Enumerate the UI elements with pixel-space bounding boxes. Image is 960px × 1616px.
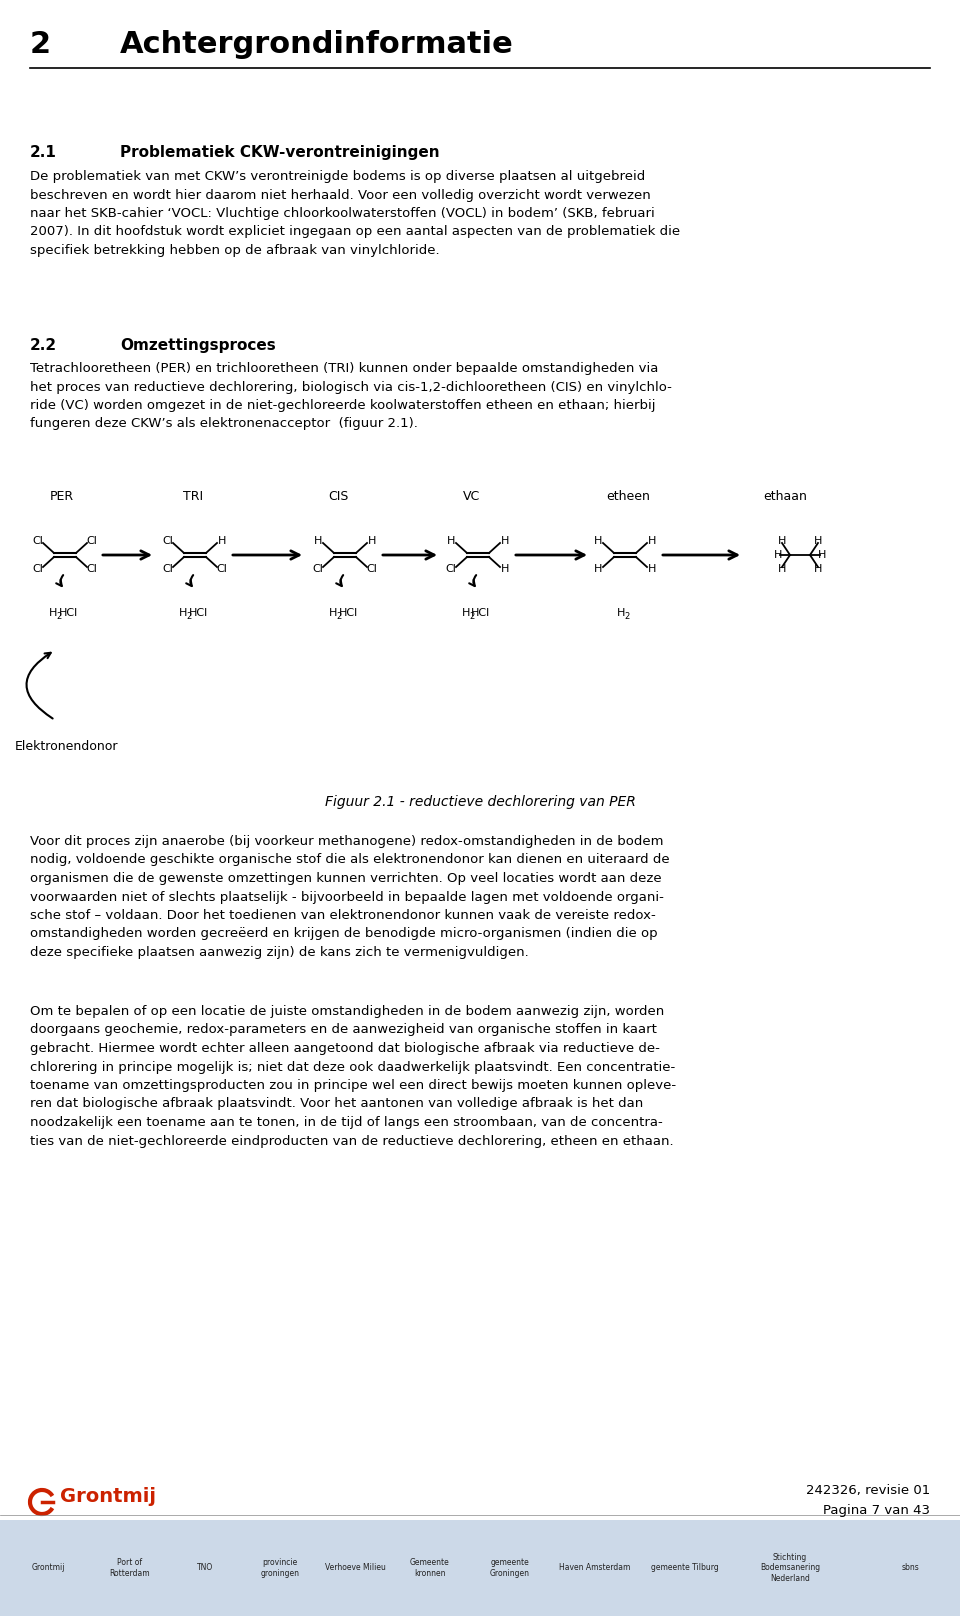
Text: Cl: Cl [86,537,97,546]
Text: provincie
groningen: provincie groningen [260,1558,300,1577]
Text: gemeente Tilburg: gemeente Tilburg [651,1564,719,1572]
Text: Voor dit proces zijn anaerobe (bij voorkeur methanogene) redox-omstandigheden in: Voor dit proces zijn anaerobe (bij voork… [30,835,670,958]
Text: Grontmij: Grontmij [32,1564,64,1572]
Text: TNO: TNO [197,1564,213,1572]
Text: 2: 2 [186,612,192,621]
Text: 2: 2 [57,612,61,621]
Text: HCl: HCl [59,608,78,617]
Text: 2: 2 [469,612,474,621]
Text: 2: 2 [30,31,51,60]
Text: H: H [179,608,187,617]
Text: Figuur 2.1 - reductieve dechlorering van PER: Figuur 2.1 - reductieve dechlorering van… [324,795,636,810]
Text: gemeente
Groningen: gemeente Groningen [490,1558,530,1577]
Text: sbns: sbns [901,1564,919,1572]
Text: Elektronendonor: Elektronendonor [15,740,118,753]
Text: 2: 2 [624,612,630,621]
Text: H: H [501,537,509,546]
Text: HCl: HCl [471,608,491,617]
Text: etheen: etheen [606,490,650,503]
Text: Cl: Cl [33,537,43,546]
Text: ethaan: ethaan [763,490,806,503]
Text: H: H [314,537,323,546]
Text: Cl: Cl [367,564,377,574]
Text: 2.1: 2.1 [30,145,57,160]
Text: Achtergrondinformatie: Achtergrondinformatie [120,31,514,60]
Text: Haven Amsterdam: Haven Amsterdam [560,1564,631,1572]
Text: De problematiek van met CKW’s verontreinigde bodems is op diverse plaatsen al ui: De problematiek van met CKW’s verontrein… [30,170,680,257]
Text: Cl: Cl [445,564,456,574]
Text: Cl: Cl [313,564,324,574]
Text: TRI: TRI [183,490,204,503]
Text: Pagina 7 van 43: Pagina 7 van 43 [823,1504,930,1517]
Text: PER: PER [50,490,74,503]
Text: Grontmij: Grontmij [60,1487,156,1506]
Text: H: H [818,549,827,561]
Text: Cl: Cl [86,564,97,574]
Text: HCl: HCl [188,608,207,617]
Text: H: H [49,608,58,617]
Text: H: H [778,537,786,546]
Text: Problematiek CKW-verontreinigingen: Problematiek CKW-verontreinigingen [120,145,440,160]
Text: H: H [594,537,602,546]
Text: H: H [814,537,822,546]
Text: VC: VC [463,490,480,503]
Text: Om te bepalen of op een locatie de juiste omstandigheden in de bodem aanwezig zi: Om te bepalen of op een locatie de juist… [30,1005,676,1147]
Text: Cl: Cl [33,564,43,574]
Text: 2: 2 [336,612,342,621]
Text: H: H [594,564,602,574]
Text: Stichting
Bodemsanering
Nederland: Stichting Bodemsanering Nederland [760,1553,820,1584]
Text: Gemeente
kronnen: Gemeente kronnen [410,1558,450,1577]
Text: CIS: CIS [328,490,348,503]
Text: Cl: Cl [217,564,228,574]
Text: H: H [218,537,227,546]
Text: HCl: HCl [338,608,358,617]
Text: Cl: Cl [162,537,174,546]
Text: H: H [814,564,822,574]
Text: Port of
Rotterdam: Port of Rotterdam [109,1558,151,1577]
Text: H: H [774,549,782,561]
Text: H: H [329,608,337,617]
Text: 242326, revisie 01: 242326, revisie 01 [805,1483,930,1496]
Text: Omzettingsproces: Omzettingsproces [120,338,276,352]
Text: H: H [778,564,786,574]
Text: H: H [648,537,657,546]
Text: Cl: Cl [162,564,174,574]
Text: H: H [501,564,509,574]
Text: H: H [368,537,376,546]
Text: 2.2: 2.2 [30,338,58,352]
Text: H: H [648,564,657,574]
Text: Tetrachlooretheen (PER) en trichlooretheen (TRI) kunnen onder bepaalde omstandig: Tetrachlooretheen (PER) en trichloorethe… [30,362,672,430]
Text: H: H [446,537,455,546]
Text: H: H [617,608,625,617]
Text: Verhoeve Milieu: Verhoeve Milieu [324,1564,385,1572]
Bar [0,1521,960,1616]
Text: H: H [462,608,470,617]
